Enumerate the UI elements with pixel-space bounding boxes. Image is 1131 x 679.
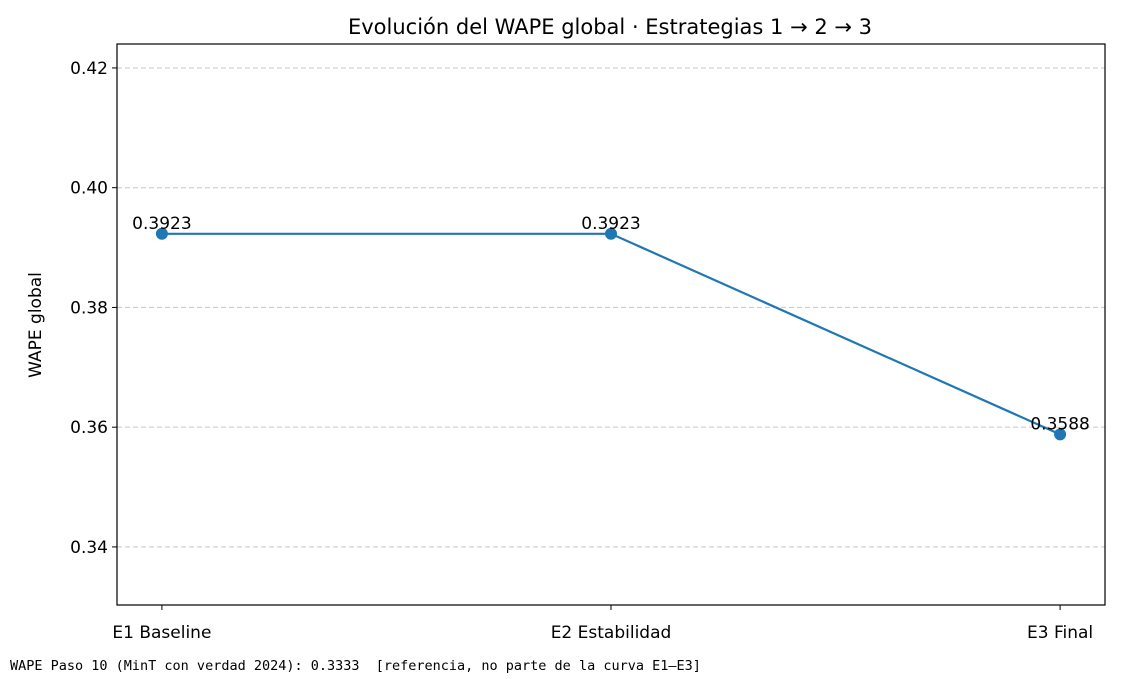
y-tick-label: 0.40	[70, 179, 108, 199]
footer-note: WAPE Paso 10 (MinT con verdad 2024): 0.3…	[10, 658, 701, 674]
y-tick-label: 0.34	[70, 538, 108, 558]
y-tick-label: 0.42	[70, 59, 108, 79]
series-line	[161, 232, 1061, 436]
line-chart: Evolución del WAPE global · Estrategias …	[26, 15, 1106, 643]
data-point	[605, 227, 617, 240]
data-label: 0.3923	[581, 214, 640, 234]
grid	[117, 67, 1105, 548]
y-tick-label: 0.38	[70, 298, 108, 318]
data-label: 0.3588	[1030, 414, 1089, 434]
data-point	[155, 227, 168, 240]
y-tick-label: 0.36	[70, 418, 108, 438]
x-tick-label: E1 Baseline	[112, 623, 211, 643]
chart-title: Evolución del WAPE global · Estrategias …	[348, 15, 872, 39]
data-point	[1054, 428, 1067, 441]
x-tick-label: E2 Estabilidad	[551, 623, 672, 643]
series: 0.3923 0.3923 0.3588	[132, 214, 1090, 441]
y-axis-label: WAPE global	[26, 272, 46, 378]
plot-frame	[116, 43, 1106, 606]
data-label: 0.3923	[132, 214, 191, 234]
axes: 0.34 0.36 0.38 0.40 0.42 E1 Baseline E2 Estabi…	[70, 59, 1093, 643]
x-tick-label: E3 Final	[1027, 623, 1093, 643]
